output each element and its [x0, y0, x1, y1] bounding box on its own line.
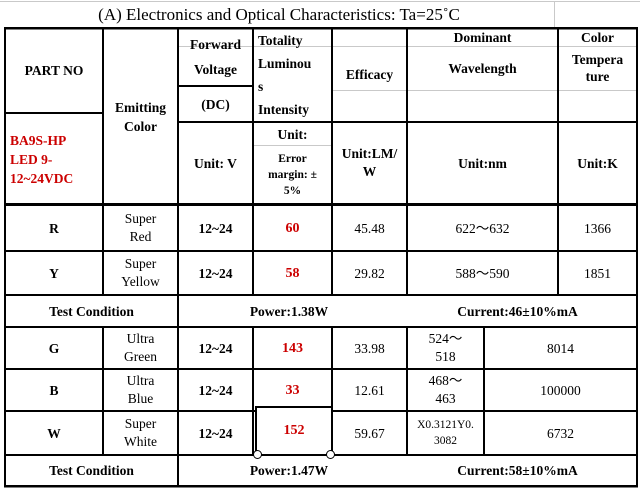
- selected-cell-luminous-w[interactable]: 152: [253, 406, 335, 459]
- row-y-emitting-color: Super Yellow: [121, 256, 160, 289]
- col-header-efficacy: Efficacy: [345, 67, 394, 82]
- unit-luminous-error-margin: Error margin: ± 5%: [268, 153, 317, 197]
- test-condition-1-current: Current:46±10%mA: [457, 303, 578, 319]
- unit-efficacy: Unit:LM/ W: [341, 146, 398, 179]
- row-y-voltage: 12~24: [198, 265, 233, 281]
- row-g-emitting-color: Ultra Green: [124, 331, 157, 364]
- row-y-luminous: 58: [285, 265, 300, 281]
- row-r-luminous: 60: [285, 220, 300, 236]
- row-g-voltage: 12~24: [198, 340, 233, 356]
- unit-luminous-label: Unit:: [277, 126, 308, 142]
- row-r-temperature: 1366: [584, 220, 611, 236]
- row-g-part: G: [48, 340, 60, 356]
- selection-handle-right[interactable]: [326, 450, 335, 459]
- row-w-efficacy: 59.67: [354, 425, 385, 441]
- row-r-emitting-color: Super Red: [124, 211, 157, 244]
- test-condition-2-current: Current:58±10%mA: [457, 463, 578, 478]
- row-w-voltage: 12~24: [198, 425, 233, 441]
- unit-voltage: Unit: V: [194, 155, 237, 171]
- row-r-part: R: [49, 220, 59, 236]
- col-header-temperature: Tempera ture: [571, 52, 624, 84]
- test-condition-1-label: Test Condition: [49, 303, 134, 319]
- row-r-efficacy: 45.48: [354, 220, 385, 236]
- row-b-emitting-color: Ultra Blue: [126, 373, 155, 406]
- part-number: BA9S-HP LED 9- 12~24VDC: [10, 132, 74, 186]
- row-y-temperature: 1851: [584, 265, 611, 281]
- row-b-efficacy: 12.61: [354, 382, 385, 398]
- row-y-wavelength: 588～590: [455, 265, 510, 281]
- row-g-efficacy: 33.98: [354, 340, 385, 356]
- row-w-emitting-color: Super White: [124, 416, 157, 449]
- row-w-part: W: [47, 425, 61, 441]
- col-header-part-no: PART NO: [24, 63, 84, 78]
- col-header-forward-voltage: Forward Voltage: [190, 37, 241, 77]
- test-condition-2-power: Power:1.47W: [249, 463, 329, 478]
- row-b-temperature: 100000: [540, 382, 581, 398]
- col-header-color: Color: [581, 30, 614, 45]
- col-header-wavelength: Wavelength: [448, 60, 517, 76]
- row-r-voltage: 12~24: [198, 220, 233, 236]
- row-b-voltage: 12~24: [198, 382, 233, 398]
- row-w-chromaticity: X0.3121Y0. 3082: [417, 419, 474, 447]
- col-header-dominant: Dominant: [453, 30, 512, 45]
- test-condition-2-label: Test Condition: [49, 463, 134, 478]
- table-title: (A) Electronics and Optical Characterist…: [98, 4, 460, 24]
- row-y-efficacy: 29.82: [354, 265, 385, 281]
- row-g-temperature: 8014: [547, 340, 574, 356]
- unit-wavelength: Unit:nm: [458, 155, 507, 171]
- row-b-luminous: 33: [285, 382, 300, 398]
- col-header-totality-luminous-intensity: Totality Luminou s Intensity: [258, 33, 312, 117]
- row-g-luminous: 143: [282, 340, 303, 356]
- row-r-wavelength: 622～632: [455, 220, 510, 236]
- row-b-part: B: [49, 382, 59, 398]
- row-y-part: Y: [49, 265, 59, 281]
- col-header-emitting-color: Emitting Color: [114, 99, 166, 134]
- test-condition-1-power: Power:1.38W: [249, 303, 329, 319]
- unit-temperature: Unit:K: [577, 155, 618, 171]
- selection-handle-left[interactable]: [253, 450, 262, 459]
- row-g-wavelength: 524～ 518: [428, 331, 463, 364]
- row-w-temperature: 6732: [547, 425, 574, 441]
- col-header-dc: (DC): [201, 96, 230, 112]
- row-w-luminous: 152: [283, 423, 305, 438]
- row-b-wavelength: 468～ 463: [428, 373, 463, 406]
